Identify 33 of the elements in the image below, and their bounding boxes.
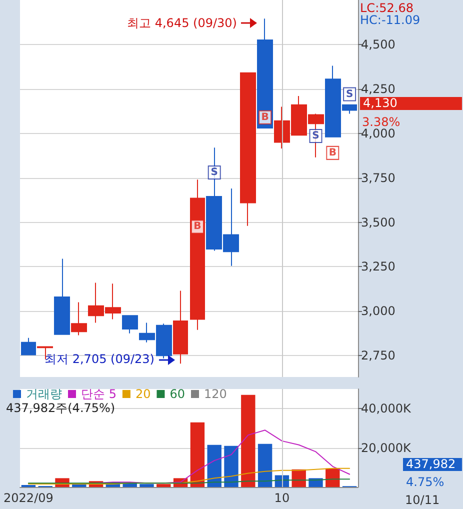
legend-label: 20 — [135, 387, 151, 401]
series-label: S — [210, 166, 218, 178]
text: 4,130 — [360, 96, 462, 110]
text: 10/11 — [405, 493, 440, 507]
text: 437,982 — [403, 457, 462, 472]
annotation: 최고 4,645 (09/30) — [127, 16, 237, 30]
y-tick-label: 3,000 — [361, 304, 396, 318]
legend-label: 60 — [170, 387, 185, 401]
x-tick-label: 2022/09 — [4, 491, 54, 505]
y-tick-label: 2,750 — [361, 348, 396, 363]
y-tick-label: 4,500 — [361, 37, 396, 52]
series-label: B — [194, 221, 202, 232]
annotation: 437,982주(4.75%) — [6, 401, 116, 415]
y-tick-label: 3,750 — [361, 170, 396, 185]
text: LC:52.68 — [360, 1, 414, 15]
legend-label: 거래량 — [26, 387, 62, 401]
y-tick-label: 40,000K — [361, 402, 412, 416]
y-tick-label: 3,250 — [361, 260, 396, 274]
text: 4.75% — [406, 475, 444, 489]
text: 3.38% — [362, 115, 400, 129]
text: B — [261, 112, 269, 123]
text: S — [312, 130, 320, 142]
text: HC:-11.09 — [360, 13, 420, 27]
y-tick-label: 4,250 — [361, 82, 396, 96]
legend-label: 120 — [204, 387, 227, 401]
text: B — [328, 147, 336, 158]
legend-label: 단순 5 — [81, 387, 116, 401]
y-tick-label: 20,000K — [361, 440, 412, 455]
y-tick-label: 3,500 — [361, 215, 396, 230]
text: S — [346, 88, 354, 100]
x-tick-label: 10 — [274, 491, 290, 505]
y-tick-label: 4,000 — [361, 126, 396, 140]
annotation: 최저 2,705 (09/23) — [44, 352, 154, 366]
